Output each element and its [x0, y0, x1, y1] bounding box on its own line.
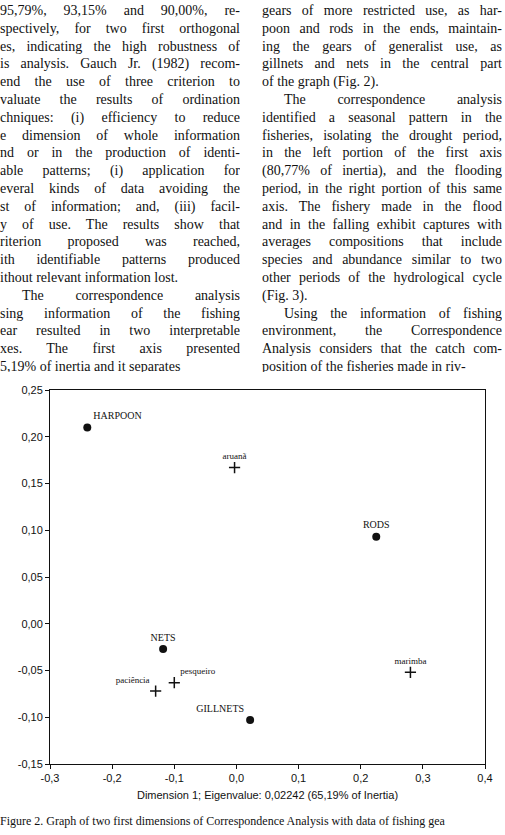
html-text:poon and rods in the ends, mai: poon and rods in the ends, maintain-	[262, 20, 502, 36]
html-text:position of the fisheries made: position of the fisheries made in riv-	[262, 358, 466, 374]
html-text:The correspondence analysis: The correspondence analysis	[284, 92, 502, 107]
html-text:fisheries, isolating the droug: fisheries, isolating the drought period,	[262, 127, 502, 143]
svg-text:0,1: 0,1	[291, 772, 306, 784]
svg-text:-0,3: -0,3	[41, 772, 60, 784]
svg-text:-0,15: -0,15	[18, 758, 43, 770]
svg-text:0,15: 0,15	[21, 477, 42, 489]
html-text:spectively, for two first orth: spectively, for two first orthogonal	[0, 20, 240, 36]
svg-text:0,20: 0,20	[21, 431, 42, 443]
svg-text:marimba: marimba	[394, 656, 426, 666]
html-text:Using the information of fishi: Using the information of fishing	[284, 305, 502, 321]
svg-text:0,10: 0,10	[21, 524, 42, 536]
html-text:gears of more restricted use,: gears of more restricted use, as har-	[262, 3, 502, 18]
html-text:and in the falling exhibit cap: and in the falling exhibit captures with	[262, 216, 502, 232]
html-text:able patterns; (i) application: able patterns; (i) application for	[0, 163, 240, 179]
svg-text:0,05: 0,05	[21, 571, 42, 583]
svg-text:-0,10: -0,10	[18, 711, 43, 723]
svg-text:0,00: 0,00	[21, 618, 42, 630]
svg-text:0,2: 0,2	[353, 772, 368, 784]
svg-text:0,4: 0,4	[477, 772, 492, 784]
html-text:other periods of the hydrologi: other periods of the hydrological cycle	[262, 270, 502, 285]
svg-text:0,3: 0,3	[415, 772, 430, 784]
html-text:gillnets and nets in the centr: gillnets and nets in the central part	[262, 56, 502, 72]
html-text:valuate the results of ordinat: valuate the results of ordination	[0, 92, 240, 107]
html-text:y of use. The results show tha: y of use. The results show that	[0, 216, 240, 232]
html-text:chniques: (i) efficiency to re: chniques: (i) efficiency to reduce	[0, 109, 240, 125]
html-text:period, in the right portion o: period, in the right portion of this sam…	[262, 181, 502, 196]
html-text:everal kinds of data avoiding: everal kinds of data avoiding the	[0, 181, 240, 196]
html-text:st of information; and, (iii): st of information; and, (iii) facil-	[0, 198, 240, 214]
svg-text:0,25: 0,25	[21, 384, 42, 396]
html-text:in the left portion of the fir: in the left portion of the first axis	[262, 145, 502, 161]
html-text:averages compositions that inc: averages compositions that include	[262, 234, 502, 250]
html-text:ith identifiable patterns prod: ith identifiable patterns produced	[0, 252, 240, 268]
html-text:e dimension of whole informati: e dimension of whole information	[0, 127, 240, 143]
html-text:Analysis considers that the ca: Analysis considers that the catch com-	[262, 341, 502, 357]
html-text:identified a seasonal pattern: identified a seasonal pattern in the	[262, 109, 502, 125]
html-text:sing information of the fishin: sing information of the fishing	[0, 305, 240, 321]
svg-text:GILLNETS: GILLNETS	[196, 703, 244, 714]
html-text:is analysis. Gauch Jr. (1982): is analysis. Gauch Jr. (1982) recom-	[0, 56, 240, 72]
html-text:95,79%, 93,15% and 90,00%, re-: 95,79%, 93,15% and 90,00%, re-	[0, 3, 240, 18]
html-text:end the use of three criterion: end the use of three criterion to	[0, 74, 240, 90]
html-text:nd or in the production of ide: nd or in the production of identi-	[0, 145, 240, 161]
svg-text:NETS: NETS	[151, 632, 176, 643]
svg-text:aruanã: aruanã	[223, 451, 247, 461]
html-text:environment, the Correspondenc: environment, the Correspondence	[262, 323, 502, 339]
html-text:(Fig. 3).: (Fig. 3).	[262, 287, 308, 303]
svg-text:RODS: RODS	[363, 519, 390, 530]
svg-text:-0,1: -0,1	[165, 772, 184, 784]
svg-text:0,0: 0,0	[229, 772, 244, 784]
svg-text:-0,2: -0,2	[103, 772, 122, 784]
html-text:The correspondence analysis: The correspondence analysis	[22, 287, 240, 303]
html-text:species and abundance similar: species and abundance similar to two	[262, 252, 502, 268]
html-text:(80,77% of inertia), and the f: (80,77% of inertia), and the flooding	[262, 163, 502, 179]
svg-text:Dimension 1; Eigenvalue: 0,022: Dimension 1; Eigenvalue: 0,02242 (65,19%…	[137, 789, 398, 801]
html-text:es, indicating the high robust: es, indicating the high robustness of	[0, 38, 240, 54]
svg-text:pesqueiro: pesqueiro	[180, 666, 215, 676]
svg-text:-0,05: -0,05	[18, 664, 43, 676]
svg-text:HARPOON: HARPOON	[93, 410, 141, 421]
svg-text:paciência: paciência	[116, 675, 150, 685]
html-text:of the graph (Fig. 2).: of the graph (Fig. 2).	[262, 74, 379, 90]
html-text:Figure 2. Graph of two first d: Figure 2. Graph of two first dimensions …	[0, 814, 445, 828]
html-text:ithout relevant information lo: ithout relevant information lost.	[0, 270, 179, 285]
html-text:5,19% of inertia and it separa: 5,19% of inertia and it separates	[0, 358, 181, 374]
html-text:ear resulted in two interpreta: ear resulted in two interpretable	[0, 323, 240, 339]
html-text:axis. The fishery made in the: axis. The fishery made in the flood	[262, 198, 502, 214]
html-text:riterion proposed was reached,: riterion proposed was reached,	[0, 234, 240, 250]
html-text:xes. The first axis presented: xes. The first axis presented	[0, 341, 240, 357]
html-text:ing the gears of generalist us: ing the gears of generalist use, as	[262, 38, 502, 54]
